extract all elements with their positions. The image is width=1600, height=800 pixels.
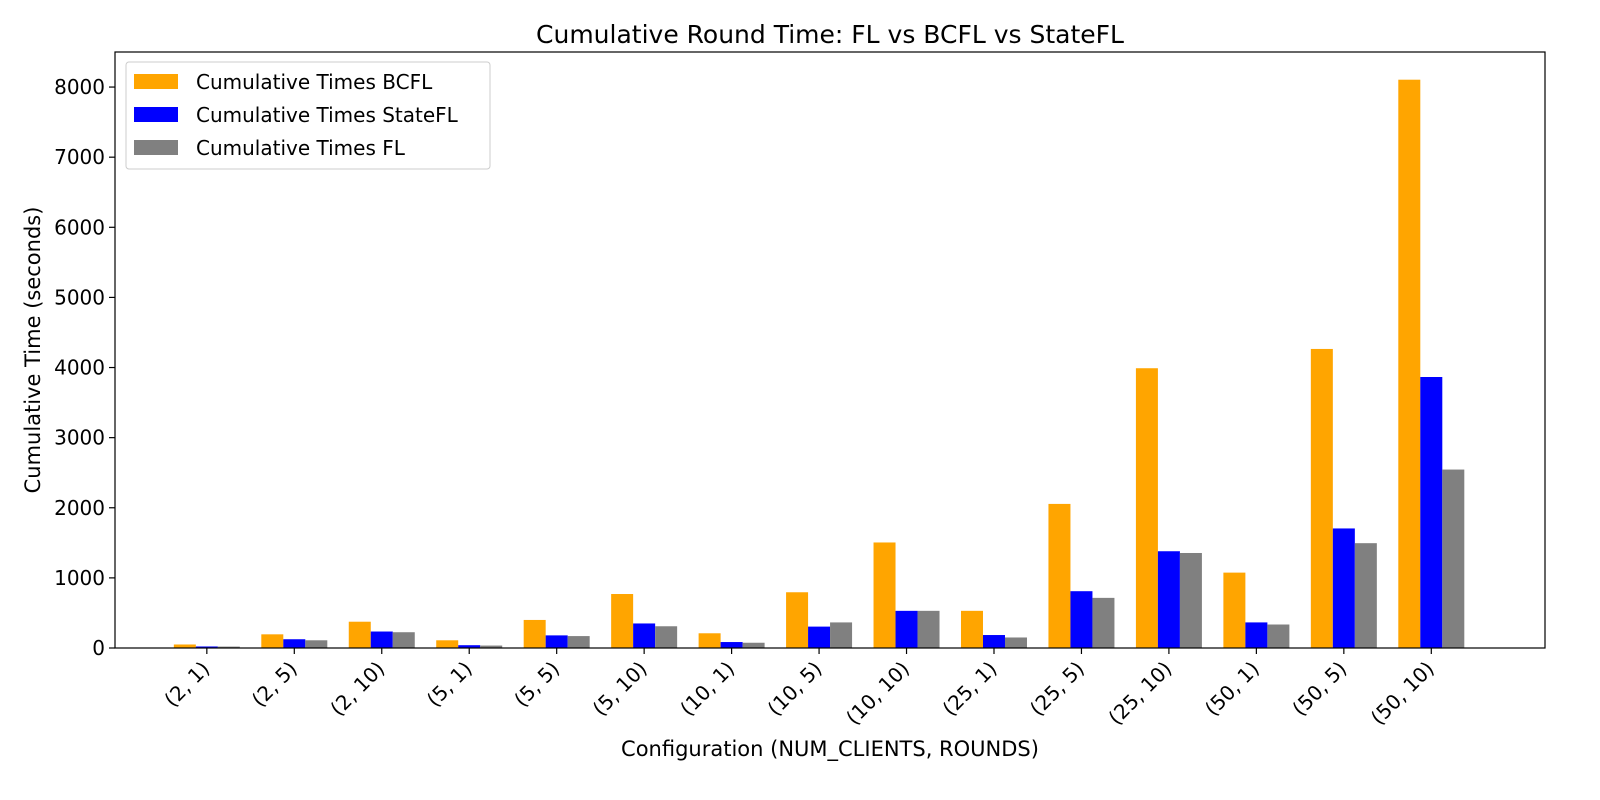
bar: [830, 622, 853, 648]
y-axis: 0 1000 2000 3000 4000 5000 6000 7000 8000: [54, 75, 115, 660]
x-tick-label: (10, 1): [675, 657, 739, 721]
legend-label: Cumulative Times StateFL: [196, 103, 459, 127]
bar: [392, 632, 415, 648]
x-axis: (2, 1) (2, 5) (2, 10) (5, 1) (5, 5) (5, 10) (1…: [159, 648, 1439, 730]
bar: [173, 644, 196, 648]
bar: [1223, 572, 1246, 648]
y-tick-label: 8000: [54, 75, 105, 99]
bar: [982, 635, 1005, 648]
bars-layer: [173, 79, 1465, 648]
x-tick-label: (25, 5): [1025, 657, 1089, 721]
legend-swatch: [134, 140, 178, 155]
bar: [195, 646, 218, 648]
bar: [1004, 637, 1027, 648]
bar: [808, 626, 831, 648]
x-axis-label: Configuration (NUM_CLIENTS, ROUNDS): [621, 737, 1039, 762]
y-tick-label: 4000: [54, 356, 105, 380]
y-tick-label: 6000: [54, 215, 105, 239]
bar: [655, 626, 678, 648]
bar: [720, 642, 743, 648]
bar: [1398, 79, 1421, 648]
x-tick-label: (50, 10): [1366, 657, 1439, 730]
y-tick-label: 3000: [54, 426, 105, 450]
bar: [348, 621, 371, 648]
bar: [523, 619, 546, 648]
legend-frame: [125, 61, 491, 170]
bar: [786, 592, 809, 648]
y-tick-label: 7000: [54, 145, 105, 169]
bar: [480, 645, 503, 648]
y-tick-label: 1000: [54, 566, 105, 590]
x-tick-label: (2, 5): [247, 657, 302, 712]
bar: [633, 623, 656, 648]
x-tick-label: (2, 10): [325, 657, 389, 721]
chart-title: Cumulative Round Time: FL vs BCFL vs Sta…: [536, 20, 1124, 49]
bar: [1092, 597, 1115, 648]
bar: [1245, 622, 1268, 648]
bar: [1442, 469, 1465, 648]
x-tick-label: (25, 1): [938, 657, 1002, 721]
bar: [1354, 543, 1377, 648]
y-axis-label: Cumulative Time (seconds): [21, 207, 45, 494]
bar: [458, 645, 481, 648]
bar: [305, 640, 328, 648]
bar: [873, 542, 896, 648]
bar: [742, 642, 765, 648]
legend-label: Cumulative Times FL: [196, 136, 406, 160]
bar: [611, 594, 634, 648]
bar: [1310, 348, 1333, 648]
bar: [917, 610, 940, 648]
y-tick-label: 2000: [54, 496, 105, 520]
y-tick-label: 5000: [54, 285, 105, 309]
x-tick-label: (50, 1): [1200, 657, 1264, 721]
bar: [261, 634, 284, 648]
bar: [1179, 552, 1202, 648]
x-tick-label: (10, 10): [841, 657, 914, 730]
x-tick-label: (10, 5): [763, 657, 827, 721]
plot-frame: [114, 51, 1546, 649]
bar: [370, 631, 393, 648]
x-tick-label: (5, 1): [422, 657, 477, 712]
bar: [895, 610, 918, 648]
y-tick-label: 0: [92, 636, 105, 660]
bar: [960, 610, 983, 648]
bar: [217, 646, 240, 648]
x-tick-label: (5, 10): [588, 657, 652, 721]
bar: [545, 635, 568, 648]
legend-swatch: [134, 74, 178, 89]
bar: [1157, 551, 1180, 648]
bar: [1048, 503, 1071, 648]
x-tick-label: (5, 5): [509, 657, 564, 712]
bar: [1070, 591, 1093, 648]
x-tick-label: (50, 5): [1287, 657, 1351, 721]
legend-swatch: [134, 107, 178, 122]
bar: [1420, 377, 1443, 648]
bar: [1135, 368, 1158, 648]
bar: [1267, 624, 1290, 648]
x-tick-label: (25, 10): [1103, 657, 1176, 730]
bar: [436, 640, 459, 648]
bar: [698, 633, 721, 648]
bar: [283, 639, 306, 648]
bar: [1332, 528, 1355, 648]
legend: Cumulative Times BCFL Cumulative Times St…: [125, 61, 491, 170]
x-tick-label: (2, 1): [159, 657, 214, 712]
bar: [567, 636, 590, 648]
legend-label: Cumulative Times BCFL: [196, 70, 433, 94]
